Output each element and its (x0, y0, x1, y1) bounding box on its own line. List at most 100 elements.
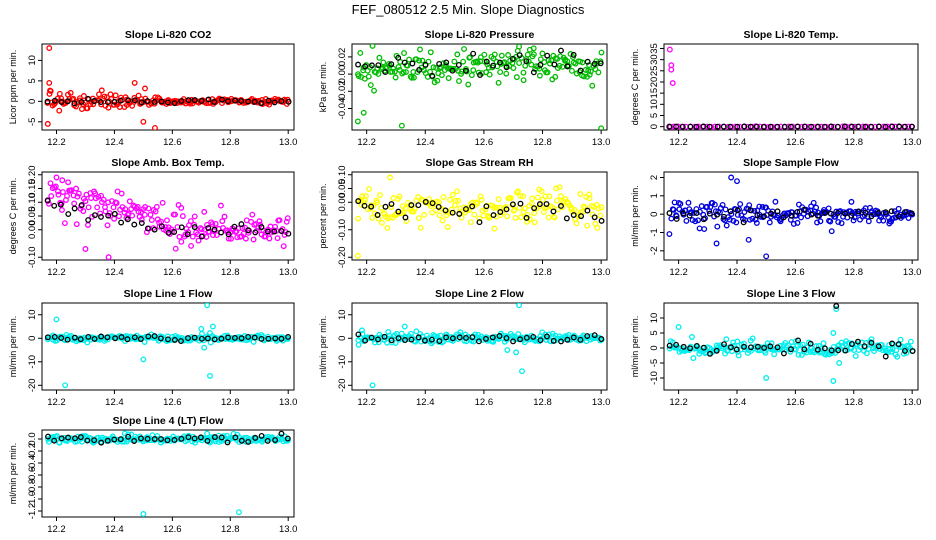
data-point (271, 99, 278, 106)
data-point (518, 214, 525, 221)
data-point (409, 60, 416, 67)
data-points (45, 430, 291, 517)
data-point (509, 55, 516, 62)
data-point (798, 123, 805, 130)
data-point (520, 77, 527, 84)
data-point (185, 335, 191, 342)
data-point (276, 217, 283, 224)
data-point (745, 236, 752, 243)
data-point (369, 44, 376, 49)
data-point (82, 246, 89, 252)
data-point (908, 210, 915, 217)
data-point (265, 335, 272, 342)
data-point (720, 343, 727, 350)
data-point (105, 104, 112, 111)
data-point (895, 205, 902, 212)
data-point (374, 212, 381, 218)
data-point (201, 208, 208, 215)
data-point (105, 254, 112, 260)
data-point (515, 188, 521, 195)
x-tick-label: 12.8 (533, 137, 552, 148)
chart-panel: Slope Li-820 CO2 12.2 12.4 12.6 12.8 13.0 -5 0 5… (8, 29, 297, 148)
data-point (905, 123, 912, 130)
data-point (548, 57, 555, 64)
data-point (84, 437, 91, 444)
data-point (680, 343, 687, 350)
data-point (841, 123, 848, 130)
y-tick-label: 0 (649, 345, 660, 350)
data-point (523, 334, 530, 341)
data-point (524, 211, 531, 218)
data-point (165, 336, 171, 343)
data-points (666, 174, 916, 260)
data-point (406, 56, 413, 63)
data-point (597, 60, 604, 67)
data-point (529, 195, 536, 202)
data-point (204, 335, 211, 342)
data-point (153, 203, 160, 210)
data-point (265, 97, 272, 104)
data-point (56, 90, 63, 97)
data-point (179, 213, 186, 220)
y-tick-label: 15 (649, 88, 660, 99)
data-point (827, 210, 834, 217)
data-point (388, 61, 395, 68)
data-point (118, 334, 125, 341)
data-point (490, 212, 497, 219)
data-point (422, 61, 429, 68)
data-point (62, 382, 69, 389)
data-point (97, 210, 104, 217)
data-point (355, 61, 362, 68)
data-point (436, 60, 443, 67)
data-point (45, 433, 51, 440)
data-point (580, 203, 587, 210)
data-point (785, 123, 792, 130)
data-point (427, 49, 434, 56)
data-point (129, 212, 136, 219)
data-point (523, 214, 530, 221)
data-point (375, 339, 382, 346)
data-point (274, 235, 281, 242)
y-tick-label: -20 (337, 378, 348, 392)
x-tick-label: 12.6 (786, 137, 805, 148)
data-points (44, 303, 292, 389)
data-points (44, 45, 292, 130)
data-point (73, 185, 80, 192)
data-point (536, 203, 543, 210)
x-tick-label: 12.8 (533, 397, 552, 408)
data-point (398, 122, 405, 129)
data-point (598, 125, 605, 130)
data-point (158, 436, 165, 442)
data-point (64, 336, 71, 343)
data-point (74, 193, 81, 200)
chart-panel: Slope Line 4 (LT) Flow 12.2 12.4 12.6 12.8 13… (8, 415, 297, 535)
data-point (675, 324, 682, 330)
data-point (354, 118, 361, 125)
data-point (137, 336, 144, 342)
data-point (443, 334, 450, 341)
data-point (88, 195, 95, 202)
data-point (121, 430, 128, 437)
data-point (171, 437, 178, 443)
chart-panel: Slope Li-820 Pressure 12.2 12.4 12.6 12.8 13.… (318, 29, 610, 148)
data-point (209, 221, 216, 228)
data-point (795, 351, 802, 358)
data-point (144, 98, 151, 105)
data-point (144, 225, 151, 232)
data-point (677, 200, 684, 207)
data-point (449, 335, 456, 342)
data-point (266, 235, 273, 242)
data-point (821, 123, 828, 130)
data-point (882, 353, 889, 360)
data-point (728, 211, 735, 217)
data-point (285, 230, 292, 237)
data-point (754, 343, 761, 350)
data-point (176, 233, 183, 240)
data-point (720, 123, 727, 130)
data-point (65, 211, 72, 217)
data-point (67, 89, 74, 96)
data-point (225, 98, 231, 105)
y-tick-label: -5 (27, 118, 38, 126)
data-point (466, 207, 473, 213)
data-point (728, 174, 735, 181)
